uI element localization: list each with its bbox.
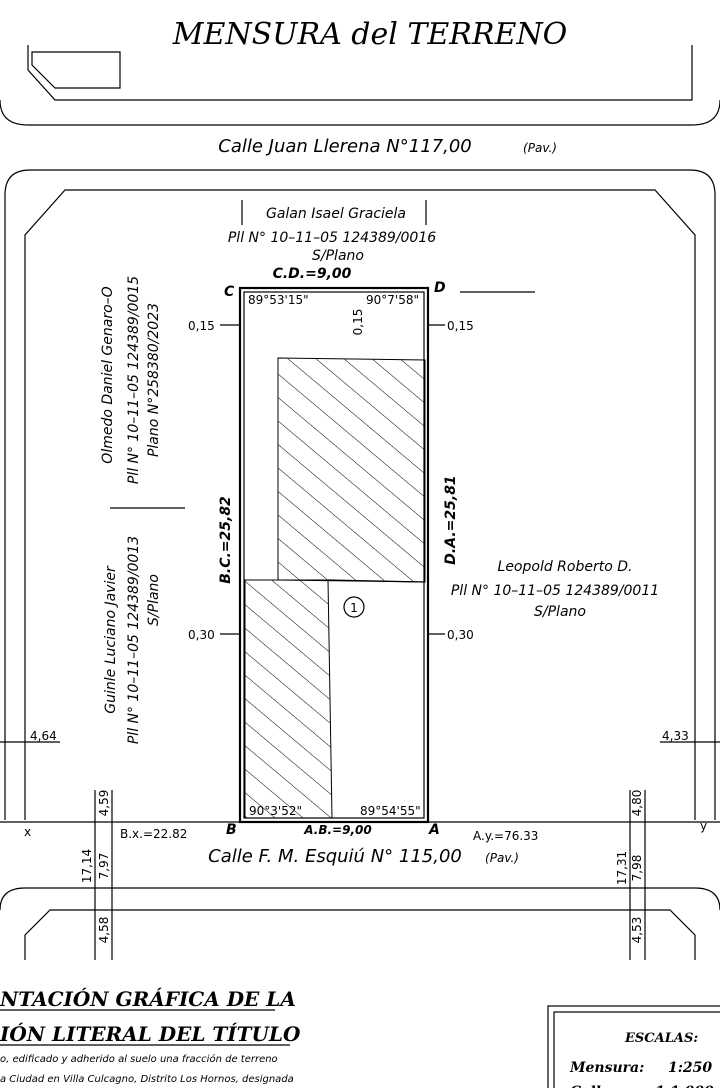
- scales-title: ESCALAS:: [624, 1031, 698, 1046]
- distance: B.x.=22.82: [120, 827, 187, 841]
- corner: C: [224, 284, 235, 300]
- street-note: (Pav.): [485, 851, 519, 865]
- distance: 4,59: [97, 790, 111, 817]
- distance: 17,31: [615, 851, 629, 885]
- neighbor-name: Guinle Luciano Javier: [103, 565, 119, 714]
- scale-label: Mensura:: [569, 1060, 644, 1076]
- neighbor-name: Galan Isael Graciela: [266, 206, 406, 222]
- side: C.D.=9,00: [273, 266, 352, 282]
- title: MENSURA del TERRENO: [172, 17, 567, 52]
- corner: A: [428, 822, 440, 838]
- neighbor-parcel: Pll N° 10–11–05 124389/0015: [126, 276, 142, 484]
- distance: 4,80: [630, 790, 644, 817]
- distance: 4,58: [97, 917, 111, 944]
- offset: 0,30: [447, 628, 474, 642]
- neighbor-name: Olmedo Daniel Genaro–O: [100, 286, 116, 463]
- side: A.B.=9,00: [303, 823, 371, 837]
- offset: 0,30: [188, 628, 215, 642]
- footer-heading: IÓN LITERAL DEL TÍTULO: [0, 1021, 301, 1046]
- point: y: [700, 819, 707, 833]
- corner: B: [226, 822, 237, 838]
- neighbor-parcel: Pll N° 10–11–05 124389/0016: [228, 230, 436, 246]
- neighbor-parcel: Pll N° 10–11–05 124389/0011: [451, 583, 659, 599]
- point: x: [24, 825, 31, 839]
- distance: A.y.=76.33: [473, 829, 538, 843]
- side: B.C.=25,82: [218, 496, 234, 584]
- distance: 7,97: [97, 853, 111, 880]
- offset: 0,15: [351, 309, 365, 336]
- side: D.A.=25,81: [443, 475, 459, 564]
- street-note: (Pav.): [523, 141, 557, 155]
- neighbor-plan: S/Plano: [146, 574, 162, 626]
- scale-value: 1:250: [668, 1060, 712, 1076]
- parcel-number: 1: [350, 601, 358, 615]
- neighbor-name: Leopold Roberto D.: [498, 559, 633, 575]
- angle: 90°7'58": [366, 293, 419, 307]
- neighbor-parcel: Pll N° 10–11–05 124389/0013: [126, 536, 142, 744]
- scale-label: Calles:: [570, 1084, 623, 1088]
- offset: 0,15: [188, 319, 215, 333]
- distance: 4,53: [630, 917, 644, 944]
- footer-text: a Ciudad en Villa Culcagno, Distrito Los…: [0, 1074, 294, 1085]
- neighbor-plan: S/Plano: [534, 604, 586, 620]
- linework: [0, 45, 720, 1088]
- offset: 0,15: [447, 319, 474, 333]
- angle: 89°54'55": [360, 804, 421, 818]
- corner: D: [434, 280, 446, 296]
- neighbor-plan: S/Plano: [312, 248, 364, 264]
- footer-text: o, edificado y adherido al suelo una fra…: [0, 1053, 278, 1065]
- distance: 7,98: [630, 855, 644, 882]
- distance: 17,14: [80, 849, 94, 883]
- footer-heading: NTACIÓN GRÁFICA DE LA: [0, 986, 296, 1011]
- angle: 90°3'52": [249, 804, 302, 818]
- street-top: Calle Juan Llerena N°117,00: [218, 136, 471, 157]
- angle: 89°53'15": [248, 293, 309, 307]
- distance: 4,33: [662, 729, 689, 743]
- street-bottom: Calle F. M. Esquiú N° 115,00: [208, 846, 462, 867]
- scale-value: 1:1.000: [655, 1084, 714, 1088]
- neighbor-plan: Plano N°258380/2023: [146, 303, 162, 457]
- distance: 4,64: [30, 729, 57, 743]
